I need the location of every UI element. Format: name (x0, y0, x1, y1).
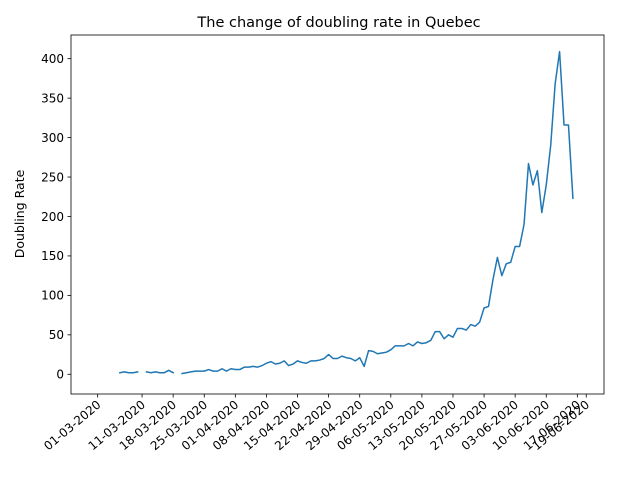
y-axis: 0 50 100 150 200 250 300 350 400 (41, 52, 71, 382)
plot-border (70, 34, 605, 395)
series-line-segment-1 (118, 371, 139, 374)
series-line-segment-2 (145, 369, 175, 374)
series-group (118, 50, 574, 375)
y-tick-label: 300 (41, 131, 64, 145)
y-tick-label: 250 (41, 170, 64, 184)
chart-title: The change of doubling rate in Quebec (196, 15, 480, 31)
series-line-segment-3 (181, 50, 574, 375)
y-tick-label: 350 (41, 91, 64, 105)
y-tick-label: 100 (41, 289, 64, 303)
y-tick-label: 150 (41, 249, 64, 263)
y-tick-label: 0 (56, 368, 64, 382)
y-axis-label: Doubling Rate (12, 169, 27, 258)
y-tick-label: 50 (49, 328, 64, 342)
y-tick-label: 200 (41, 210, 64, 224)
x-axis: 01-03-202011-03-202018-03-202025-03-2020… (41, 394, 592, 453)
y-tick-label: 400 (41, 52, 64, 66)
plot-frame (70, 34, 605, 395)
